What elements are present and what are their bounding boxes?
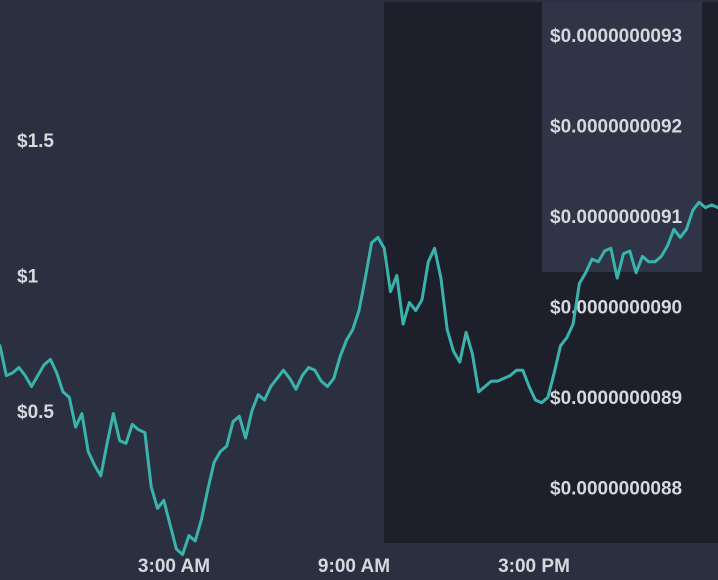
left-tick-label: $0.5 <box>17 402 54 423</box>
left-axis: $1.5 $1 $0.5 <box>17 131 54 423</box>
right-tick-label: $0.0000000092 <box>550 117 682 138</box>
right-tick-label: $0.0000000088 <box>550 479 682 500</box>
left-tick-label: $1 <box>17 267 39 288</box>
right-tick-label: $0.0000000093 <box>550 26 682 47</box>
x-tick-label: 3:00 AM <box>138 556 210 577</box>
right-axis: $0.0000000093 $0.0000000092 $0.0000000091 $… <box>550 26 683 500</box>
left-tick-label: $1.5 <box>17 131 54 152</box>
right-tick-label: $0.0000000090 <box>550 298 682 319</box>
series-group <box>0 200 718 556</box>
x-axis: 3:00 AM 9:00 AM 3:00 PM <box>138 556 570 577</box>
series-line <box>0 200 718 556</box>
right-tick-label: $0.0000000091 <box>550 207 683 228</box>
highlight-region-light <box>542 2 702 272</box>
x-tick-label: 3:00 PM <box>498 556 570 577</box>
x-tick-label: 9:00 AM <box>318 556 390 577</box>
right-tick-label: $0.0000000089 <box>550 388 682 409</box>
